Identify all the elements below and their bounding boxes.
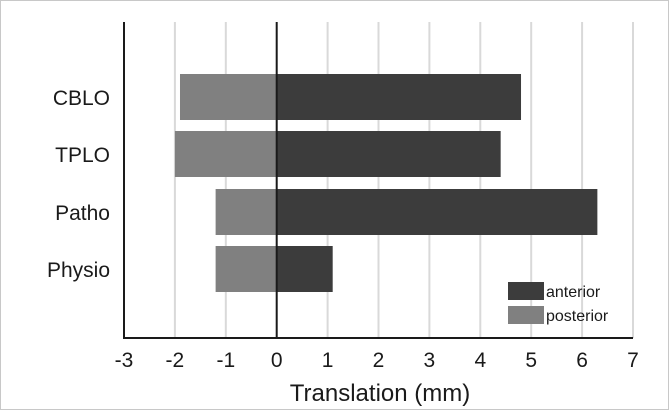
legend-label-posterior: posterior xyxy=(546,308,609,325)
x-tick-label: 1 xyxy=(322,349,334,372)
legend: anterior posterior xyxy=(508,282,609,325)
x-tick-label: -2 xyxy=(166,349,185,372)
x-axis-label: Translation (mm) xyxy=(290,380,470,407)
legend-label-anterior: anterior xyxy=(546,284,601,301)
bar-anterior-physio xyxy=(276,246,333,292)
bar-posterior-tplo xyxy=(174,131,277,177)
x-tick-label: -1 xyxy=(216,349,235,372)
x-tick-label: 6 xyxy=(576,349,588,372)
category-label: Patho xyxy=(55,202,110,225)
y-tick-labels: CBLO TPLO Patho Physio xyxy=(47,87,110,282)
x-tick-label: 2 xyxy=(373,349,385,372)
bar-anterior-patho xyxy=(276,189,598,235)
x-tick-label: 5 xyxy=(525,349,537,372)
x-tick-label: 7 xyxy=(627,349,639,372)
x-tick-label: 0 xyxy=(271,349,283,372)
category-label: Physio xyxy=(47,259,110,282)
category-label: CBLO xyxy=(53,87,110,110)
bars-group xyxy=(174,74,598,292)
legend-swatch-posterior xyxy=(508,306,544,324)
x-tick-labels: -3 -2 -1 0 1 2 3 4 5 6 7 xyxy=(115,349,639,372)
bar-posterior-cblo xyxy=(179,74,277,120)
bar-posterior-patho xyxy=(215,189,277,235)
x-tick-label: -3 xyxy=(115,349,134,372)
bar-anterior-cblo xyxy=(276,74,522,120)
bar-anterior-tplo xyxy=(276,131,501,177)
category-label: TPLO xyxy=(55,144,110,167)
legend-swatch-anterior xyxy=(508,282,544,300)
x-tick-label: 4 xyxy=(474,349,486,372)
bar-posterior-physio xyxy=(215,246,277,292)
x-tick-label: 3 xyxy=(424,349,436,372)
